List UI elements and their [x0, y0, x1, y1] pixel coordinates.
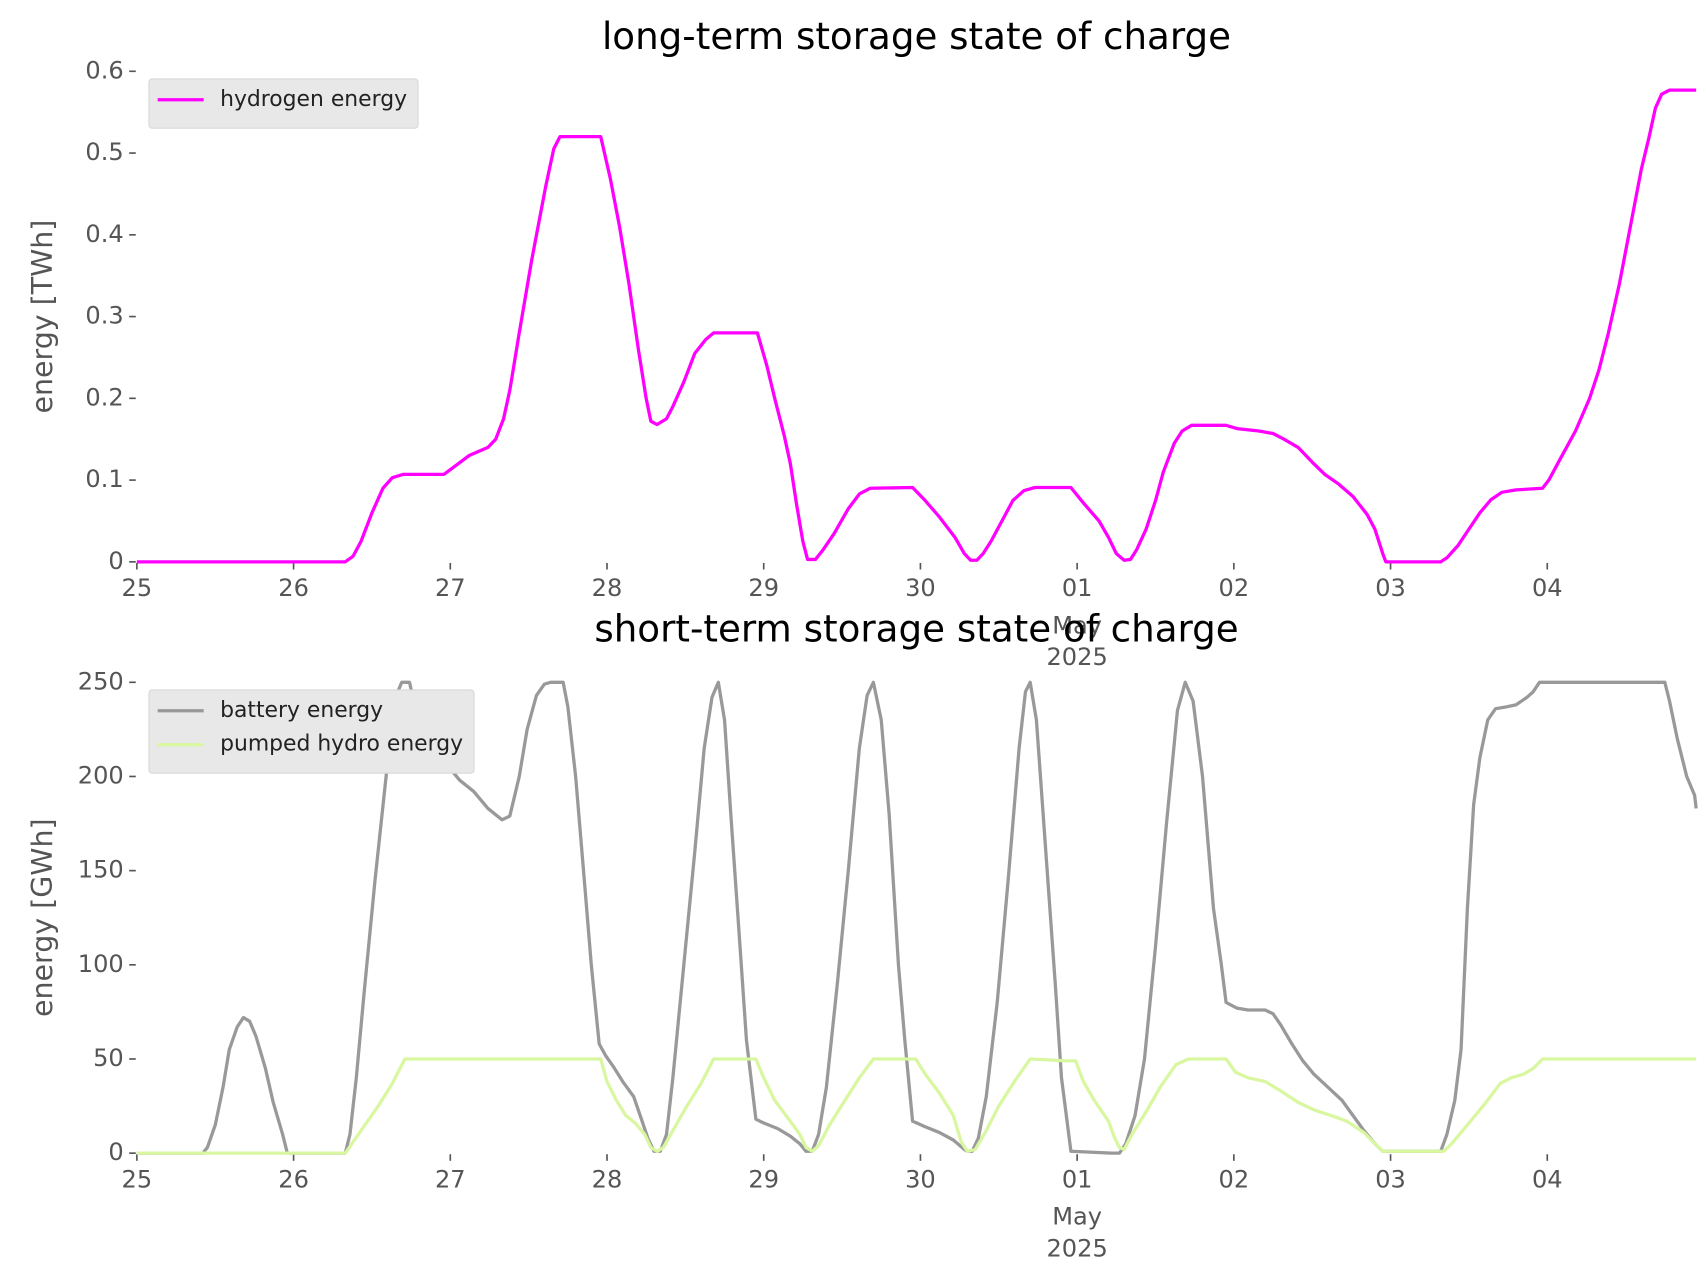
y-tick-label: 0.2 — [85, 383, 123, 411]
x-tick-sublabel: 2025 — [1046, 643, 1107, 671]
y-tick-label: 0.6 — [85, 56, 123, 84]
y-tick-label: 0.3 — [85, 302, 123, 330]
y-tick-label: 150 — [78, 856, 124, 884]
x-tick-label: 04 — [1532, 574, 1563, 602]
legend: hydrogen energy — [148, 78, 419, 129]
x-tick-label: 02 — [1219, 574, 1250, 602]
x-tick-label: 04 — [1532, 1166, 1563, 1194]
x-tick-label: 28 — [592, 574, 623, 602]
legend: battery energy pumped hydro energy — [148, 689, 475, 774]
series-line — [136, 88, 1697, 564]
y-tick-label: 200 — [78, 761, 124, 789]
legend-box — [148, 78, 419, 129]
y-axis-label: energy [GWh] — [26, 818, 59, 1017]
x-tick-label: 03 — [1375, 1166, 1406, 1194]
legend-label: hydrogen energy — [220, 87, 407, 112]
x-tick-label: 25 — [122, 574, 153, 602]
x-tick-label: 26 — [278, 574, 309, 602]
x-tick-label: 28 — [592, 1166, 623, 1194]
x-tick-label: 27 — [435, 1166, 466, 1194]
chart-title: short-term storage state of charge — [594, 606, 1238, 650]
y-tick-label: 0.5 — [85, 138, 123, 166]
series-line — [136, 1057, 1697, 1155]
y-tick-label: 0 — [108, 1138, 123, 1166]
y-tick-label: 250 — [78, 667, 124, 695]
legend-label: battery energy — [220, 698, 383, 723]
legend-label: pumped hydro energy — [220, 732, 463, 757]
y-tick-label: 100 — [78, 950, 124, 978]
y-tick-label: 0 — [108, 547, 123, 575]
x-tick-label: 02 — [1219, 1166, 1250, 1194]
x-tick-sublabel: May — [1052, 1203, 1102, 1231]
x-tick-label: 25 — [122, 1166, 153, 1194]
x-tick-label: 26 — [278, 1166, 309, 1194]
chart-title: long-term storage state of charge — [602, 14, 1231, 58]
x-tick-sublabel: 2025 — [1046, 1235, 1107, 1263]
x-tick-sublabel: May — [1052, 611, 1102, 639]
x-tick-label: 30 — [905, 1166, 936, 1194]
x-tick-label: 27 — [435, 574, 466, 602]
x-tick-label: 01 — [1062, 574, 1093, 602]
y-tick-label: 0.1 — [85, 465, 123, 493]
y-tick-label: 50 — [93, 1044, 124, 1072]
x-tick-label: 29 — [748, 574, 779, 602]
y-axis-label: energy [TWh] — [26, 220, 59, 414]
legend-box — [148, 689, 475, 774]
y-tick-label: 0.4 — [85, 220, 123, 248]
x-tick-label: 01 — [1062, 1166, 1093, 1194]
x-tick-label: 30 — [905, 574, 936, 602]
x-tick-label: 29 — [748, 1166, 779, 1194]
x-tick-label: 03 — [1375, 574, 1406, 602]
